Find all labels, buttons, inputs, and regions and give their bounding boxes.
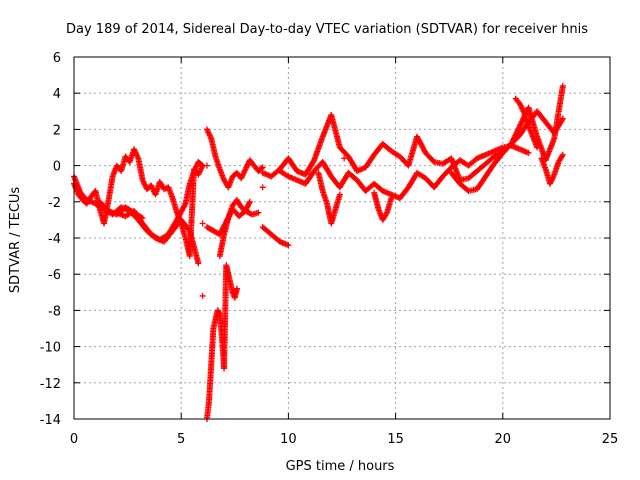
y-tick-label: 6 xyxy=(53,51,61,66)
data-point xyxy=(285,242,292,249)
data-point xyxy=(525,149,532,156)
data-point-isolated xyxy=(203,162,210,169)
y-tick-label: 4 xyxy=(53,87,61,102)
data-point xyxy=(336,191,343,198)
data-point xyxy=(559,82,566,89)
data-point xyxy=(195,260,202,267)
data-point xyxy=(198,161,205,168)
data-point xyxy=(216,309,223,316)
data-point xyxy=(258,165,265,172)
chart-title: Day 189 of 2014, Sidereal Day-to-day VTE… xyxy=(66,22,588,37)
y-tick-label: -4 xyxy=(48,232,61,247)
data-point xyxy=(534,144,541,151)
data-point xyxy=(233,285,240,292)
series-arc6 xyxy=(203,262,240,422)
data-point-isolated xyxy=(259,184,266,191)
y-axis-label: SDTVAR / TECUs xyxy=(8,187,23,294)
data-point xyxy=(255,209,262,216)
series-arc16 xyxy=(512,95,540,149)
series-arc4 xyxy=(96,198,145,221)
series-arc8 xyxy=(216,196,253,260)
x-tick-label: 25 xyxy=(602,432,619,447)
data-point xyxy=(559,151,566,158)
data-point xyxy=(388,195,395,202)
y-tick-label: 2 xyxy=(53,123,61,138)
x-tick-label: 0 xyxy=(70,432,78,447)
x-tick-label: 5 xyxy=(177,432,185,447)
x-tick-label: 20 xyxy=(495,432,512,447)
series-arc15 xyxy=(538,153,565,187)
data-point xyxy=(559,116,566,123)
data-point xyxy=(259,164,266,171)
data-point xyxy=(139,215,146,222)
series-arc1 xyxy=(71,146,205,260)
data-point xyxy=(246,198,253,205)
series-arc13 xyxy=(371,189,394,223)
y-tick-label: -6 xyxy=(48,268,61,283)
series-arc5 xyxy=(203,126,265,191)
data-point-isolated xyxy=(199,220,206,227)
y-tick-label: -2 xyxy=(48,196,61,211)
x-tick-label: 15 xyxy=(387,432,404,447)
series-arc11 xyxy=(276,142,531,202)
y-tick-label: 0 xyxy=(53,160,61,175)
y-tick-label: -10 xyxy=(40,341,61,356)
data-point xyxy=(559,115,566,122)
y-tick-label: -14 xyxy=(40,413,61,428)
series-arc9 xyxy=(259,224,290,248)
series-arc3 xyxy=(113,158,205,243)
series-arc12 xyxy=(315,169,343,227)
x-axis-label: GPS time / hours xyxy=(286,459,395,474)
series-arc14 xyxy=(448,108,566,194)
data-layer xyxy=(71,82,566,422)
y-tick-label: -12 xyxy=(40,377,61,392)
data-point-isolated xyxy=(341,155,348,162)
tick-layer: 0 5 10 15 20 25 -14 -12 -10 -8 -6 -4 -2 0 2 4 6 xyxy=(40,51,619,447)
data-point-isolated xyxy=(199,292,206,299)
data-point xyxy=(310,158,317,165)
y-tick-label: -8 xyxy=(48,304,61,319)
x-tick-label: 10 xyxy=(280,432,297,447)
